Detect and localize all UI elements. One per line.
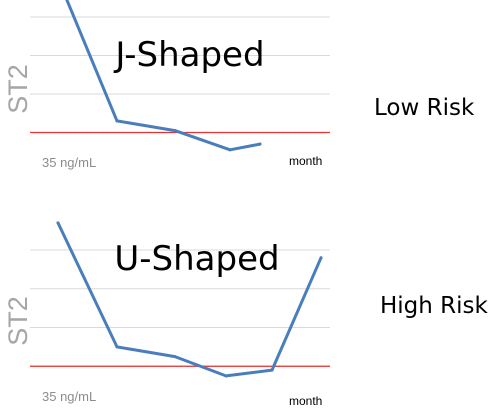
data-point xyxy=(173,355,177,359)
data-point xyxy=(115,119,119,123)
data-point xyxy=(115,345,119,349)
chart-title: J-Shaped xyxy=(113,35,264,75)
data-point xyxy=(319,256,323,260)
reference-line-label: 35 ng/mL xyxy=(42,389,96,404)
risk-label: Low Risk xyxy=(374,95,475,121)
data-point xyxy=(228,148,232,152)
series-points xyxy=(115,119,262,152)
data-point xyxy=(56,221,60,225)
data-point xyxy=(258,142,262,146)
x-axis-label: month xyxy=(289,154,322,168)
y-axis-label: ST2 xyxy=(3,296,33,346)
y-axis-label: ST2 xyxy=(3,64,33,114)
u-shaped-panel: U-Shaped ST2 35 ng/mL month High Risk xyxy=(3,221,489,408)
j-shaped-panel: J-Shaped ST2 35 ng/mL month Low Risk xyxy=(3,0,475,170)
chart-title: U-Shaped xyxy=(114,239,279,279)
risk-label: High Risk xyxy=(380,293,489,319)
st2-series-line xyxy=(56,221,323,378)
data-point xyxy=(173,129,177,133)
data-point xyxy=(270,368,274,372)
reference-line-label: 35 ng/mL xyxy=(42,155,96,170)
series-points xyxy=(56,221,323,378)
data-point xyxy=(224,374,228,378)
x-axis-label: month xyxy=(289,394,322,408)
